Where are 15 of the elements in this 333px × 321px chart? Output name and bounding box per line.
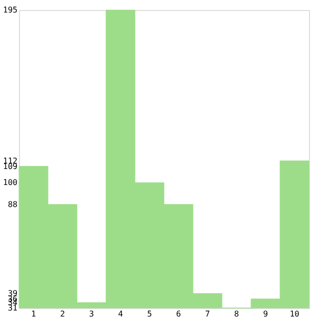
x-tick-label: 4: [118, 310, 124, 318]
x-tick-label: 1: [31, 310, 36, 318]
x-tick-label: 5: [147, 310, 152, 318]
x-tick-label: 7: [205, 310, 210, 318]
y-tick-label: 100: [3, 178, 18, 188]
x-tick-label: 9: [263, 310, 268, 318]
y-tick-label: 39: [8, 288, 18, 298]
x-tick-label: 8: [234, 310, 240, 318]
x-tick-label: 3: [89, 310, 94, 318]
x-tick-label: 2: [60, 310, 66, 318]
x-tick-label: 10: [290, 310, 300, 318]
y-tick-label: 109: [3, 162, 18, 171]
y-tick-label: 88: [8, 200, 18, 209]
y-tick-label: 195: [3, 6, 18, 14]
x-tick-label: 6: [176, 310, 182, 318]
